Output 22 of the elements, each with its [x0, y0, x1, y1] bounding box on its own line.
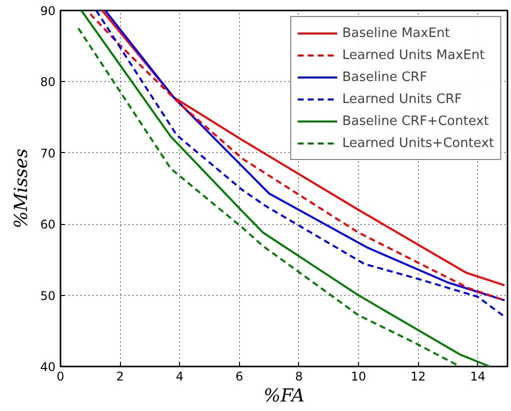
- x-tick-label: 8: [295, 370, 303, 384]
- x-tick-label: 2: [116, 370, 124, 384]
- legend-label: Learned Units+Context: [342, 136, 494, 150]
- y-axis-title: %Misses: [11, 148, 32, 228]
- x-tick-label: 4: [176, 370, 184, 384]
- x-axis-title: %FA: [263, 386, 305, 406]
- x-tick-label: 10: [350, 370, 366, 384]
- y-tick-label: 40: [40, 360, 56, 374]
- legend-label: Learned Units MaxEnt: [342, 48, 485, 62]
- y-tick-label: 80: [40, 75, 56, 90]
- x-tick-label: 12: [410, 370, 426, 384]
- legend-label: Baseline MaxEnt: [342, 26, 450, 40]
- y-tick-label: 90: [40, 4, 56, 18]
- x-tick-label: 6: [235, 370, 244, 384]
- legend-label: Learned Units CRF: [342, 92, 462, 106]
- y-tick-label: 60: [40, 218, 56, 232]
- legend-label: Baseline CRF+Context: [342, 114, 489, 128]
- y-tick-label: 70: [40, 146, 56, 160]
- x-tick-label: 14: [470, 370, 486, 384]
- x-tick-label: 0: [56, 370, 64, 384]
- legend-label: Baseline CRF: [342, 70, 428, 84]
- y-tick-label: 50: [40, 288, 56, 303]
